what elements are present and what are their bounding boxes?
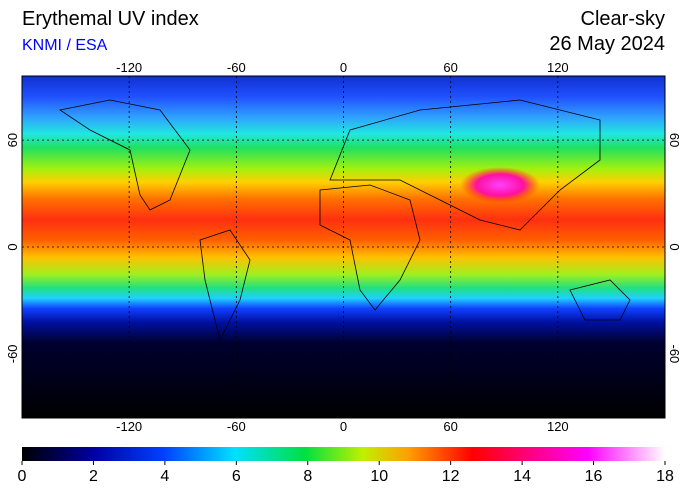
date: 26 May 2024 bbox=[549, 33, 665, 55]
condition: Clear-sky bbox=[581, 8, 665, 30]
lat-tick-label: -60 bbox=[667, 344, 682, 363]
colorbar-tick-label: 14 bbox=[513, 468, 531, 485]
colorbar-tick-label: 16 bbox=[585, 468, 603, 485]
source: KNMI / ESA bbox=[22, 37, 108, 54]
colorbar bbox=[22, 447, 665, 461]
high-uv-region bbox=[460, 167, 540, 203]
colorbar-tick-label: 18 bbox=[656, 468, 674, 485]
lon-tick-label: -120 bbox=[116, 60, 142, 75]
lat-tick-label: 60 bbox=[667, 133, 682, 147]
lon-tick-label: -60 bbox=[227, 60, 246, 75]
lat-tick-label: 0 bbox=[667, 243, 682, 250]
colorbar-tick-label: 10 bbox=[370, 468, 388, 485]
lat-tick-label: -60 bbox=[5, 344, 20, 363]
lon-tick-label: -60 bbox=[227, 419, 246, 434]
lon-tick-label: 120 bbox=[547, 60, 569, 75]
colorbar-tick-label: 8 bbox=[303, 468, 312, 485]
lon-tick-label: 120 bbox=[547, 419, 569, 434]
coastlines bbox=[58, 99, 631, 342]
lat-tick-label: 60 bbox=[5, 133, 20, 147]
colorbar-tick-label: 2 bbox=[89, 468, 98, 485]
colorbar-tick-label: 0 bbox=[18, 468, 27, 485]
lon-tick-label: 0 bbox=[340, 60, 347, 75]
colorbar-tick-label: 12 bbox=[442, 468, 460, 485]
title: Erythemal UV index bbox=[22, 8, 199, 30]
lon-tick-label: 60 bbox=[443, 419, 457, 434]
lon-tick-label: 60 bbox=[443, 60, 457, 75]
lat-tick-label: 0 bbox=[5, 243, 20, 250]
lon-tick-label: 0 bbox=[340, 419, 347, 434]
colorbar-tick-label: 4 bbox=[160, 468, 169, 485]
colorbar-tick-label: 6 bbox=[232, 468, 241, 485]
lon-tick-label: -120 bbox=[116, 419, 142, 434]
